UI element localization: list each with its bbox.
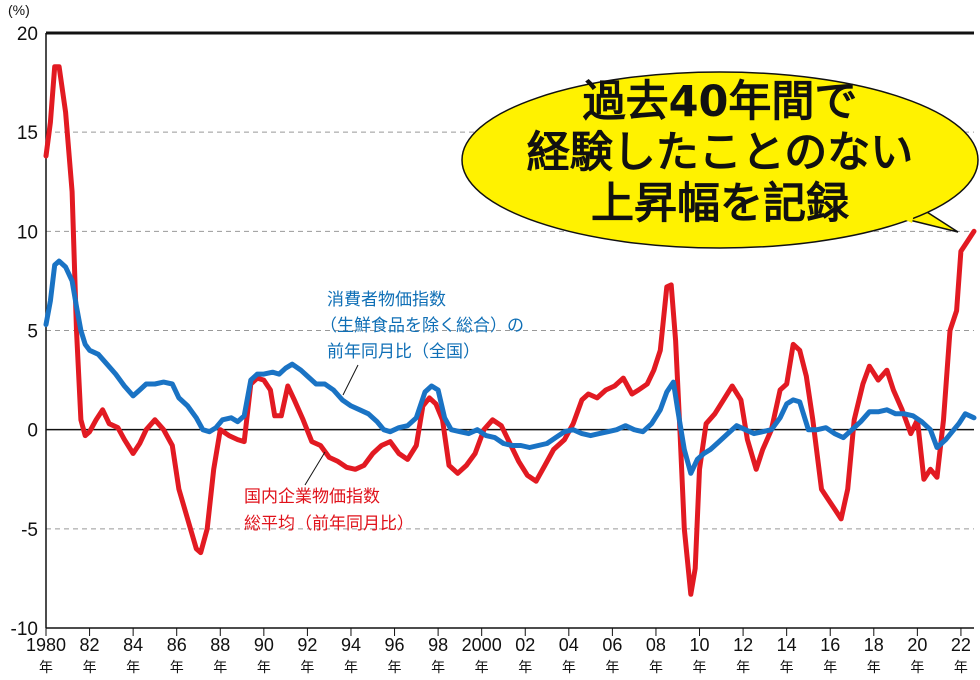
x-tick-label: 20 [907, 635, 927, 655]
x-tick-label: 10 [690, 635, 710, 655]
y-tick-label: 10 [17, 222, 38, 243]
x-tick-label: 04 [559, 635, 579, 655]
cpi-label-line-2: （生鮮食品を除く総合）の [320, 316, 524, 336]
x-tick-nen: 年 [431, 660, 445, 676]
x-tick-nen: 年 [257, 660, 271, 676]
cgpi-label-line-1: 国内企業物価指数 [244, 487, 380, 507]
cpi-label-line-3: 前年同月比（全国） [327, 342, 480, 362]
series-lines [43, 64, 977, 597]
x-tick-labels: 1980 年 82 年 84 年 86 年 88 年 90 年 92 年 94 年 96 年 98 年 2000 年 02 年… [26, 635, 971, 676]
x-tick-nen: 年 [126, 660, 140, 676]
x-tick-nen: 年 [867, 660, 881, 676]
y-unit-label: (%) [8, 2, 30, 18]
y-tick-label: 0 [27, 421, 38, 442]
x-tick-label: 1980 [26, 635, 66, 655]
x-tick-label: 14 [777, 635, 797, 655]
x-tick-nen: 年 [300, 660, 314, 676]
callout-ellipse [461, 71, 979, 249]
x-tick-label: 08 [646, 635, 666, 655]
x-tick-nen: 年 [344, 660, 358, 676]
y-tick-label: 20 [17, 24, 38, 45]
x-tick-nen: 年 [823, 660, 837, 676]
x-tick-label: 06 [602, 635, 622, 655]
x-tick-label: 84 [123, 635, 143, 655]
x-tick-label: 2000 [462, 635, 502, 655]
x-tick-label: 82 [80, 635, 100, 655]
x-tick-nen: 年 [562, 660, 576, 676]
x-tick-label: 90 [254, 635, 274, 655]
x-tick-nen: 年 [910, 660, 924, 676]
y-tick-labels: 20 15 10 5 0 -5 -10 [11, 24, 38, 640]
x-tick-label: 16 [820, 635, 840, 655]
axes [45, 33, 974, 636]
x-tick-nen: 年 [388, 660, 402, 676]
cpi-label-leader-line [342, 364, 359, 396]
y-tick-label: 5 [27, 322, 38, 343]
x-tick-label: 02 [515, 635, 535, 655]
cgpi-label-line-2: 総平均（前年同月比） [244, 514, 414, 534]
y-tick-label: -5 [21, 520, 38, 541]
x-tick-nen: 年 [736, 660, 750, 676]
callout-line-1: 過去40年間で [583, 77, 858, 127]
x-tick-label: 12 [733, 635, 753, 655]
callout-line-2: 経験したことのない [527, 128, 914, 178]
x-tick-label: 22 [951, 635, 971, 655]
x-tick-label: 88 [210, 635, 230, 655]
x-tick-label: 92 [297, 635, 317, 655]
x-tick-nen: 年 [170, 660, 184, 676]
x-tick-nen: 年 [213, 660, 227, 676]
x-tick-label: 86 [167, 635, 187, 655]
callout-bubble: 過去40年間で 経験したことのない 上昇幅を記録 [461, 71, 979, 249]
cgpi-series-label: 国内企業物価指数 総平均（前年同月比） [244, 451, 414, 534]
x-tick-nen: 年 [954, 660, 968, 676]
x-tick-label: 96 [385, 635, 405, 655]
x-tick-nen: 年 [605, 660, 619, 676]
x-tick-nen: 年 [475, 660, 489, 676]
x-tick-nen: 年 [649, 660, 663, 676]
cpi-label-line-1: 消費者物価指数 [327, 290, 446, 310]
x-tick-nen: 年 [518, 660, 532, 676]
x-tick-label: 98 [428, 635, 448, 655]
x-tick-label: 18 [864, 635, 884, 655]
y-tick-label: -10 [11, 619, 38, 640]
x-tick-nen: 年 [39, 660, 53, 676]
x-tick-nen: 年 [693, 660, 707, 676]
cgpi-label-leader-line [304, 451, 326, 486]
callout-line-3: 上昇幅を記録 [591, 179, 850, 229]
y-tick-label: 15 [17, 123, 38, 144]
cpi-series-line [43, 258, 977, 476]
cpi-series-label: 消費者物価指数 （生鮮食品を除く総合）の 前年同月比（全国） [320, 290, 524, 396]
x-tick-label: 94 [341, 635, 361, 655]
x-tick-nen: 年 [780, 660, 794, 676]
x-tick-nen: 年 [83, 660, 97, 676]
